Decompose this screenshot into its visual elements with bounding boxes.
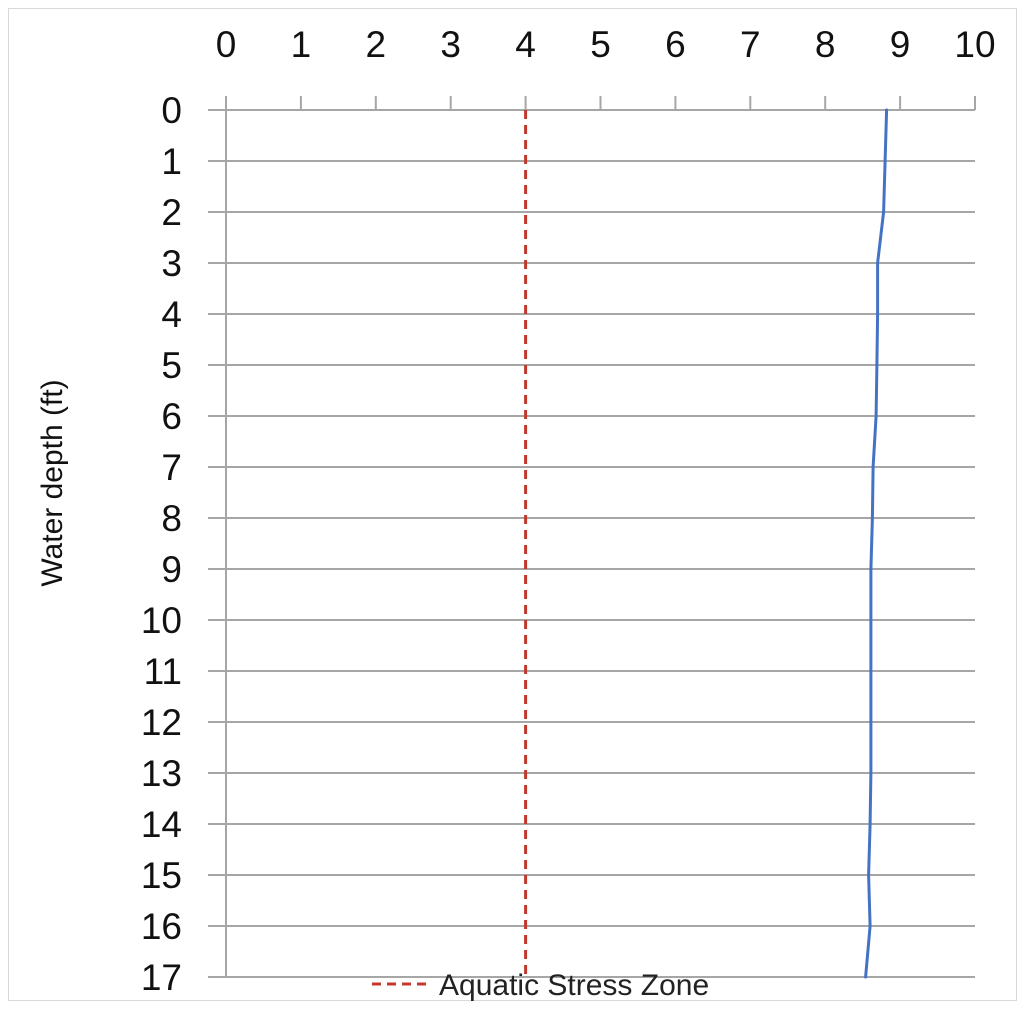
y-tick-label-10: 10 — [141, 600, 182, 641]
series-line-water-profile — [864, 108, 889, 979]
y-tick-label-11: 11 — [144, 651, 182, 692]
y-tick-label-6: 6 — [161, 396, 182, 437]
y-tick-label-15: 15 — [141, 855, 182, 896]
x-tick-label-5: 5 — [590, 24, 611, 65]
y-tick-label-12: 12 — [141, 702, 182, 743]
y-tick-label-5: 5 — [161, 345, 182, 386]
y-tick-label-16: 16 — [141, 906, 182, 947]
y-tick-label-17: 17 — [141, 957, 182, 998]
y-tick-label-0: 0 — [161, 90, 182, 131]
y-tick-label-8: 8 — [161, 498, 182, 539]
series-lines — [524, 108, 889, 979]
y-tick-label-2: 2 — [161, 192, 182, 233]
y-tick-label-13: 13 — [141, 753, 182, 794]
legend: Aquatic Stress Zone — [372, 969, 709, 1002]
grid-lines — [208, 109, 975, 978]
axes — [225, 96, 976, 977]
x-tick-label-0: 0 — [216, 24, 237, 65]
x-tick-label-1: 1 — [291, 24, 312, 65]
y-tick-label-3: 3 — [161, 243, 182, 284]
x-tick-label-3: 3 — [440, 24, 461, 65]
y-axis-title: Water depth (ft) — [36, 379, 69, 586]
x-tick-label-10: 10 — [954, 24, 995, 65]
x-tick-label-9: 9 — [890, 24, 911, 65]
y-tick-label-9: 9 — [161, 549, 182, 590]
x-tick-label-2: 2 — [366, 24, 387, 65]
x-tick-label-6: 6 — [665, 24, 686, 65]
y-tick-label-7: 7 — [161, 447, 182, 488]
y-tick-label-1: 1 — [161, 141, 182, 182]
x-tick-label-8: 8 — [815, 24, 836, 65]
y-tick-label-4: 4 — [161, 294, 182, 335]
legend-label-aquatic-stress-zone: Aquatic Stress Zone — [439, 969, 709, 1002]
x-tick-label-4: 4 — [515, 24, 536, 65]
chart-frame — [8, 8, 1017, 1001]
x-tick-label-7: 7 — [740, 24, 761, 65]
y-tick-label-14: 14 — [141, 804, 182, 845]
